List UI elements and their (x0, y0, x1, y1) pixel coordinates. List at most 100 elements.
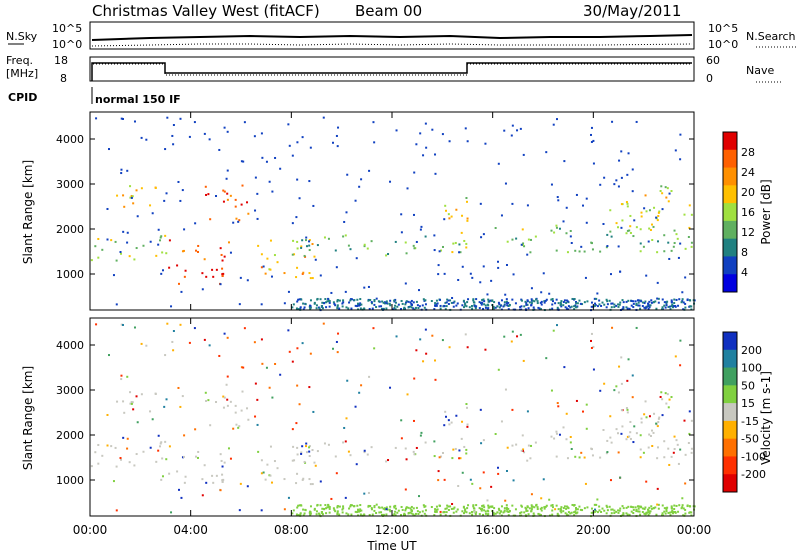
velocity-point (260, 338, 263, 341)
velocity-point (461, 510, 464, 513)
velocity-point (667, 447, 670, 450)
velocity-point (650, 505, 653, 508)
velocity-point (394, 504, 397, 507)
nsky-label: N.Sky (6, 30, 38, 43)
velocity-point (246, 485, 249, 488)
power-point (373, 141, 376, 144)
velocity-point (523, 511, 526, 514)
velocity-point (260, 472, 263, 475)
power-point (494, 306, 497, 309)
velocity-point (688, 432, 691, 435)
power-point (332, 301, 335, 304)
velocity-point (642, 451, 645, 454)
power-point (237, 220, 240, 223)
velocity-point (302, 514, 305, 517)
velocity-point (341, 511, 344, 514)
velocity-point (672, 512, 675, 515)
power-point (639, 228, 642, 231)
power-point (602, 222, 605, 225)
velocity-point (671, 509, 674, 512)
velocity-point (563, 505, 566, 508)
power-point (179, 117, 182, 120)
power-point (500, 299, 503, 302)
power-point (208, 138, 211, 141)
power-point (159, 239, 162, 242)
velocity-point (484, 510, 487, 513)
power-point (342, 235, 345, 238)
power-point (120, 168, 123, 171)
power-point (670, 249, 673, 252)
nsky-panel: N.Sky 10^5 10^0 10^5 10^0 N.Search (6, 21, 796, 51)
power-point (673, 302, 676, 305)
velocity-point (503, 510, 506, 513)
power-point (540, 303, 543, 306)
power-point (346, 173, 349, 176)
velocity-point (414, 512, 417, 515)
power-point (441, 245, 444, 248)
power-point (550, 298, 553, 301)
power-point (652, 225, 655, 228)
velocity-point (493, 507, 496, 510)
velocity-point (482, 439, 485, 442)
velocity-point (406, 393, 409, 396)
power-point (358, 185, 361, 188)
velocity-point (613, 512, 616, 515)
power-point (611, 302, 614, 305)
power-point (155, 254, 158, 257)
power-point (425, 146, 428, 149)
power-point (613, 306, 616, 309)
velocity-point (528, 507, 531, 510)
power-point (648, 304, 651, 307)
power-point (570, 241, 573, 244)
velocity-point (562, 507, 565, 510)
power-point (586, 300, 589, 303)
power-point (325, 306, 328, 309)
power-point (324, 298, 327, 301)
freq-tick-top: 18 (54, 54, 68, 67)
velocity-point (444, 514, 447, 517)
power-point (661, 306, 664, 309)
velocity-point (452, 511, 455, 514)
power-point (166, 116, 169, 119)
nave-tick-bottom: 0 (706, 72, 713, 85)
power-point (291, 306, 294, 309)
power-point (625, 232, 628, 235)
power-point (590, 305, 593, 308)
colorbar-swatch (723, 238, 737, 257)
velocity-point (295, 422, 298, 425)
power-point (440, 249, 443, 252)
velocity-point (681, 497, 684, 500)
power-point (482, 307, 485, 310)
velocity-point (530, 504, 533, 507)
velocity-point (300, 451, 303, 454)
velocity-point (693, 505, 696, 508)
power-point (574, 249, 577, 252)
velocity-point (416, 510, 419, 513)
power-point (106, 207, 109, 210)
velocity-point (472, 505, 475, 508)
power-point (600, 304, 603, 307)
velocity-point (268, 474, 271, 477)
power-point (181, 189, 184, 192)
power-point (299, 306, 302, 309)
velocity-point (373, 509, 376, 512)
velocity-point (313, 461, 316, 464)
velocity-point (667, 511, 670, 514)
velocity-point (421, 510, 424, 513)
power-point (131, 195, 134, 198)
velocity-point (647, 511, 650, 514)
power-point (452, 305, 455, 308)
velocity-point (256, 398, 259, 401)
power-point (126, 231, 129, 234)
velocity-point (551, 509, 554, 512)
power-point (642, 245, 645, 248)
velocity-point (565, 438, 568, 441)
power-point (418, 305, 421, 308)
velocity-point (567, 514, 570, 517)
velocity-point (584, 482, 587, 485)
power-point (223, 190, 226, 193)
velocity-point (407, 512, 410, 515)
power-point (516, 129, 519, 132)
velocity-point (226, 336, 229, 339)
velocity-point (424, 505, 427, 508)
